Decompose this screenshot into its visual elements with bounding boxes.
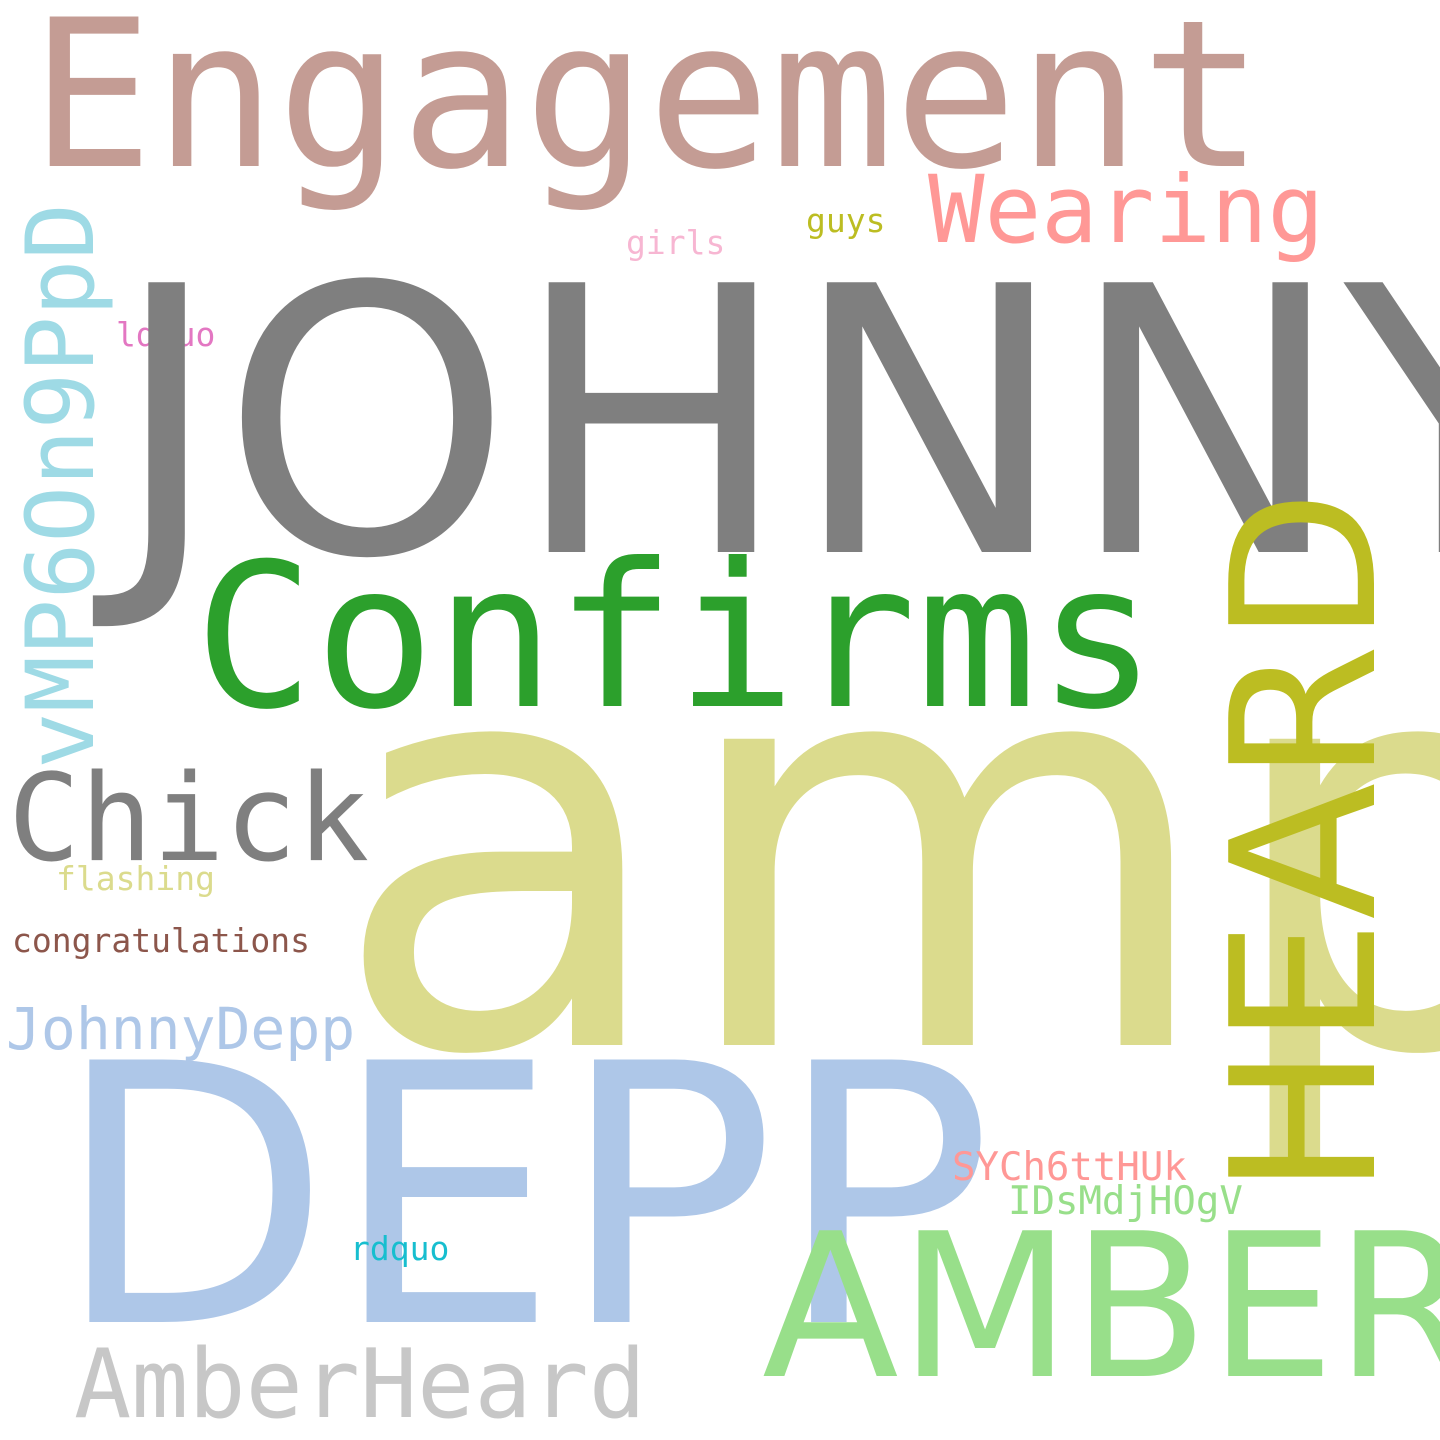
word-johnnydepp: JohnnyDepp	[6, 995, 356, 1063]
word-guys: guys	[806, 201, 886, 240]
word-rdquo: rdquo	[350, 1229, 450, 1268]
word-flashing: flashing	[56, 859, 215, 898]
word-confirms: Confirms	[194, 521, 1158, 754]
word-girls: girls	[626, 223, 726, 262]
word-johnny: JOHNNY	[112, 210, 1440, 640]
word-sych: SYCh6ttHUk	[952, 1145, 1187, 1190]
word-amp: amp	[330, 526, 1440, 1178]
word-vmp: vMP6On9PpD	[7, 203, 116, 769]
word-congratulations: congratulations	[12, 921, 311, 960]
word-chick: Chick	[8, 750, 370, 889]
word-engagement: Engagement	[30, 0, 1265, 215]
word-wearing: Wearing	[928, 156, 1325, 265]
word-ldquo: ldquo	[116, 315, 216, 354]
word-heard: HEARD	[1189, 489, 1422, 1197]
word-depp: DEPP	[54, 988, 993, 1407]
word-amber: AMBER	[762, 1191, 1440, 1424]
word-idsmd: IDsMdjHOgV	[1008, 1179, 1243, 1224]
word-amberheard: AmberHeard	[74, 1330, 646, 1440]
